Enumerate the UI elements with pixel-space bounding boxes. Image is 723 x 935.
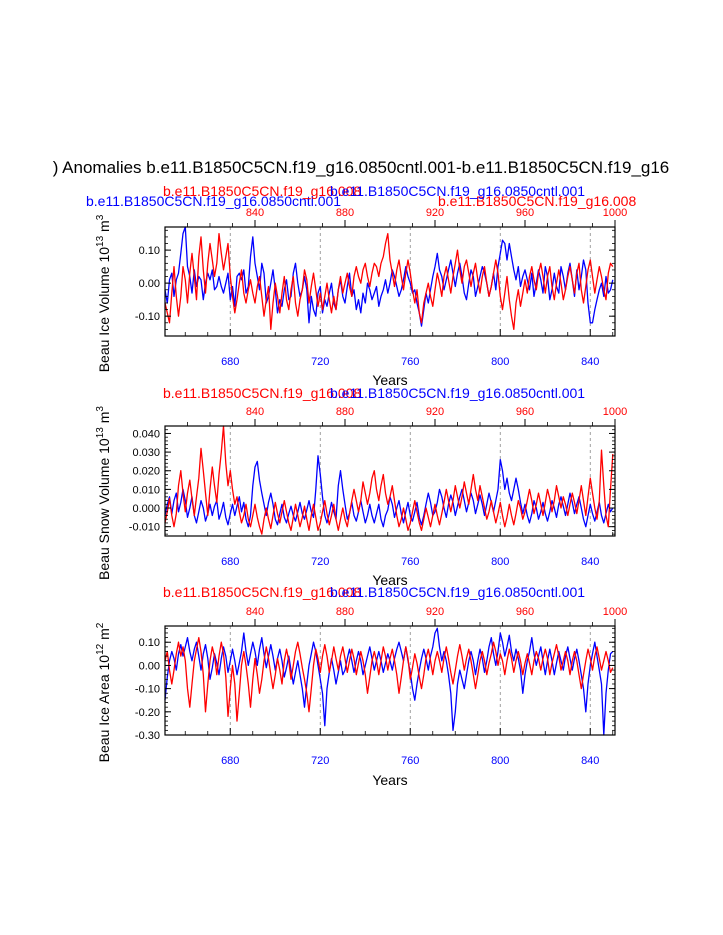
x-tick-label-top: 880 bbox=[336, 207, 354, 219]
y-tick-label: -0.010 bbox=[129, 522, 160, 534]
plot-frame bbox=[164, 625, 616, 736]
x-axis-label: Years bbox=[372, 772, 407, 788]
y-axis-label-part: 12 bbox=[95, 643, 106, 655]
y-axis-label-part: 2 bbox=[95, 622, 106, 628]
series-line-blue bbox=[164, 627, 614, 736]
x-tick-label-top: 1000 bbox=[603, 406, 627, 418]
y-tick-label: 0.040 bbox=[132, 428, 160, 440]
x-tick-label-bottom: 720 bbox=[311, 755, 329, 767]
x-tick-label-top: 840 bbox=[246, 406, 264, 418]
y-tick-label: 0.030 bbox=[132, 447, 160, 459]
x-tick-label-top: 880 bbox=[336, 406, 354, 418]
y-tick-label: 0.000 bbox=[132, 503, 160, 515]
legend-blue: b.e11.B1850C5CN.f19_g16.0850cntl.001 bbox=[330, 385, 585, 401]
x-tick-label-top: 920 bbox=[426, 207, 444, 219]
legend-red: b.e11.B1850C5CN.f19_g16.008 bbox=[163, 183, 361, 199]
x-tick-label-top: 960 bbox=[516, 207, 534, 219]
x-tick-label-bottom: 720 bbox=[311, 356, 329, 368]
y-axis-label-part: 13 bbox=[95, 235, 106, 247]
x-tick-label-bottom: 800 bbox=[491, 755, 509, 767]
legend-blue: b.e11.B1850C5CN.f19_g16.0850cntl.001 bbox=[330, 584, 585, 600]
chart-panel-3: -0.30 -0.20 -0.10 0.00 0.10 680 720 760 800 840 84… bbox=[95, 584, 627, 788]
top-legend-blue: b.e11.B1850C5CN.f19_g16.0850cntl.001 bbox=[86, 193, 341, 209]
y-tick-label: 0.020 bbox=[132, 466, 160, 478]
series-line-red bbox=[164, 636, 614, 722]
y-tick-label: -0.10 bbox=[135, 311, 160, 323]
y-axis-label-part: 3 bbox=[95, 406, 106, 412]
x-tick-label-top: 1000 bbox=[603, 606, 627, 618]
y-tick-label: -0.30 bbox=[135, 730, 160, 742]
x-tick-label-bottom: 840 bbox=[581, 356, 599, 368]
legend-blue: b.e11.B1850C5CN.f19_g16.0850cntl.001 bbox=[330, 183, 585, 199]
y-axis-label-part: Beau Ice Area 10 bbox=[96, 655, 112, 763]
x-tick-label-bottom: 800 bbox=[491, 556, 509, 568]
series-line-red bbox=[164, 232, 614, 331]
y-axis-label-part: 3 bbox=[95, 214, 106, 220]
chart-panel-1: -0.10 0.00 0.10 680 720 760 800 840 840 880 920 960… bbox=[95, 183, 627, 388]
x-tick-label-top: 960 bbox=[516, 606, 534, 618]
y-tick-label: 0.00 bbox=[139, 278, 160, 290]
y-tick-label: 0.10 bbox=[139, 245, 160, 257]
x-tick-label-bottom: 720 bbox=[311, 556, 329, 568]
page-title: ) Anomalies b.e11.B1850C5CN.f19_g16.0850… bbox=[53, 158, 670, 177]
y-axis-label: Beau Ice Area 1012 m2 bbox=[95, 622, 112, 762]
x-tick-label-bottom: 760 bbox=[401, 755, 419, 767]
y-tick-label: 0.10 bbox=[139, 637, 160, 649]
x-tick-label-top: 840 bbox=[246, 606, 264, 618]
top-legend-red: b.e11.B1850C5CN.f19_g16.008 bbox=[438, 193, 636, 209]
y-axis-label-part: m bbox=[96, 628, 112, 644]
series-line-red bbox=[164, 425, 614, 535]
x-tick-label-bottom: 680 bbox=[221, 556, 239, 568]
x-tick-label-bottom: 680 bbox=[221, 755, 239, 767]
chart-panels: -0.10 0.00 0.10 680 720 760 800 840 840 880 920 960… bbox=[95, 183, 627, 788]
y-axis-label: Beau Snow Volume 1013 m3 bbox=[95, 406, 112, 580]
x-tick-label-top: 880 bbox=[336, 606, 354, 618]
legend-red: b.e11.B1850C5CN.f19_g16.008 bbox=[163, 385, 361, 401]
chart-panel-2: -0.010 0.000 0.010 0.020 0.030 0.040 680 720 760… bbox=[95, 385, 627, 588]
x-tick-label-bottom: 840 bbox=[581, 556, 599, 568]
x-tick-label-bottom: 800 bbox=[491, 356, 509, 368]
x-axis-label: Years bbox=[372, 372, 407, 388]
x-tick-label-bottom: 760 bbox=[401, 556, 419, 568]
x-tick-label-bottom: 680 bbox=[221, 356, 239, 368]
y-axis-label: Beau Ice Volume 1013 m3 bbox=[95, 214, 112, 372]
y-tick-label: 0.010 bbox=[132, 484, 160, 496]
y-axis-label-part: m bbox=[96, 412, 112, 428]
series-line-blue bbox=[164, 455, 614, 528]
y-tick-label: -0.20 bbox=[135, 707, 160, 719]
x-axis-label: Years bbox=[372, 572, 407, 588]
x-tick-label-bottom: 760 bbox=[401, 356, 419, 368]
x-tick-label-bottom: 840 bbox=[581, 755, 599, 767]
y-axis-label-part: Beau Snow Volume 10 bbox=[96, 438, 112, 580]
y-tick-label: -0.10 bbox=[135, 684, 160, 696]
y-axis-label-part: m bbox=[96, 220, 112, 236]
x-tick-label-top: 1000 bbox=[603, 207, 627, 219]
x-tick-label-top: 840 bbox=[246, 207, 264, 219]
y-tick-label: 0.00 bbox=[139, 660, 160, 672]
x-tick-label-top: 920 bbox=[426, 606, 444, 618]
legend-red: b.e11.B1850C5CN.f19_g16.008 bbox=[163, 584, 361, 600]
y-axis-label-part: Beau Ice Volume 10 bbox=[96, 247, 112, 373]
y-axis-label-part: 13 bbox=[95, 427, 106, 439]
x-tick-label-top: 920 bbox=[426, 406, 444, 418]
x-tick-label-top: 960 bbox=[516, 406, 534, 418]
